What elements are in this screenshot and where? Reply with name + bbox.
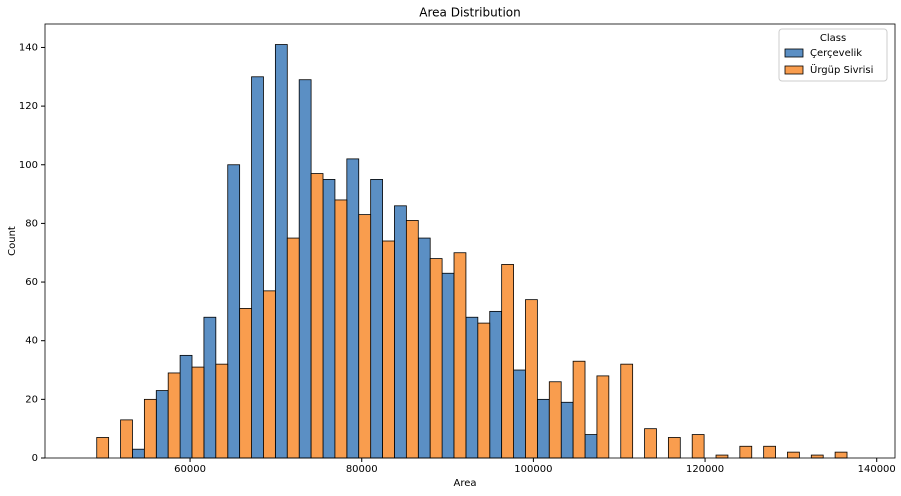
x-tick-label: 100000 [514, 464, 552, 475]
bar [298, 79, 312, 459]
bar [441, 272, 455, 459]
bar [453, 252, 467, 459]
bar [501, 264, 514, 459]
bar [691, 434, 705, 459]
bar [143, 398, 157, 459]
bar [644, 428, 657, 459]
bar [584, 434, 598, 459]
bar [763, 445, 776, 459]
legend-title: Class [820, 33, 846, 44]
bar [251, 76, 264, 459]
legend-box [778, 28, 888, 82]
y-tick-label: 100 [19, 160, 38, 171]
bar [382, 240, 395, 459]
bar [715, 454, 729, 459]
bar [322, 179, 336, 459]
bar [405, 220, 419, 459]
bar [263, 290, 276, 459]
bar [525, 299, 538, 459]
x-tick-label: 80000 [346, 464, 378, 475]
bar [489, 310, 503, 459]
bar [429, 258, 443, 459]
bar [787, 451, 800, 459]
bar [620, 363, 634, 459]
y-tick-label: 80 [25, 218, 38, 229]
bar [227, 164, 241, 459]
bar [346, 158, 360, 459]
y-tick-label: 20 [25, 394, 38, 405]
bar [465, 316, 479, 459]
legend-swatch [784, 65, 804, 75]
bar [596, 375, 610, 459]
bar [96, 437, 110, 459]
bar [155, 390, 169, 459]
bar [513, 369, 526, 459]
bar [810, 454, 824, 459]
bar [334, 199, 348, 459]
bar [358, 214, 372, 459]
bar [167, 372, 181, 459]
bar [834, 451, 848, 459]
x-axis-label: Area [453, 478, 476, 489]
y-axis-label: Count [7, 226, 18, 256]
bar [203, 316, 217, 459]
legend-label: Çerçevelik [810, 48, 862, 59]
bar [370, 179, 383, 459]
bar [191, 366, 205, 459]
x-tick-label: 120000 [686, 464, 724, 475]
bar [239, 308, 252, 459]
bar [739, 445, 753, 459]
legend-label: Ürgüp Sivrisi [810, 63, 873, 76]
bar [667, 437, 681, 459]
bar [548, 381, 562, 459]
bar [310, 173, 324, 459]
bar [572, 360, 586, 459]
bar [536, 398, 550, 459]
bar [417, 237, 431, 459]
x-tick-label: 140000 [858, 464, 896, 475]
bar [286, 237, 300, 459]
y-tick-label: 120 [19, 101, 38, 112]
bar [132, 448, 145, 459]
y-tick-label: 0 [32, 453, 38, 464]
bar [179, 354, 193, 459]
plot-frame [44, 23, 896, 459]
bar [477, 322, 491, 459]
legend-swatch [784, 48, 804, 58]
bar [274, 44, 288, 459]
y-tick-label: 40 [25, 336, 38, 347]
bar [394, 205, 407, 459]
y-tick-label: 140 [19, 42, 38, 53]
x-tick-label: 60000 [174, 464, 206, 475]
bar [560, 401, 574, 459]
bar [215, 363, 229, 459]
chart-title: Area Distribution [419, 6, 520, 20]
bar [120, 419, 133, 459]
y-tick-label: 60 [25, 277, 38, 288]
